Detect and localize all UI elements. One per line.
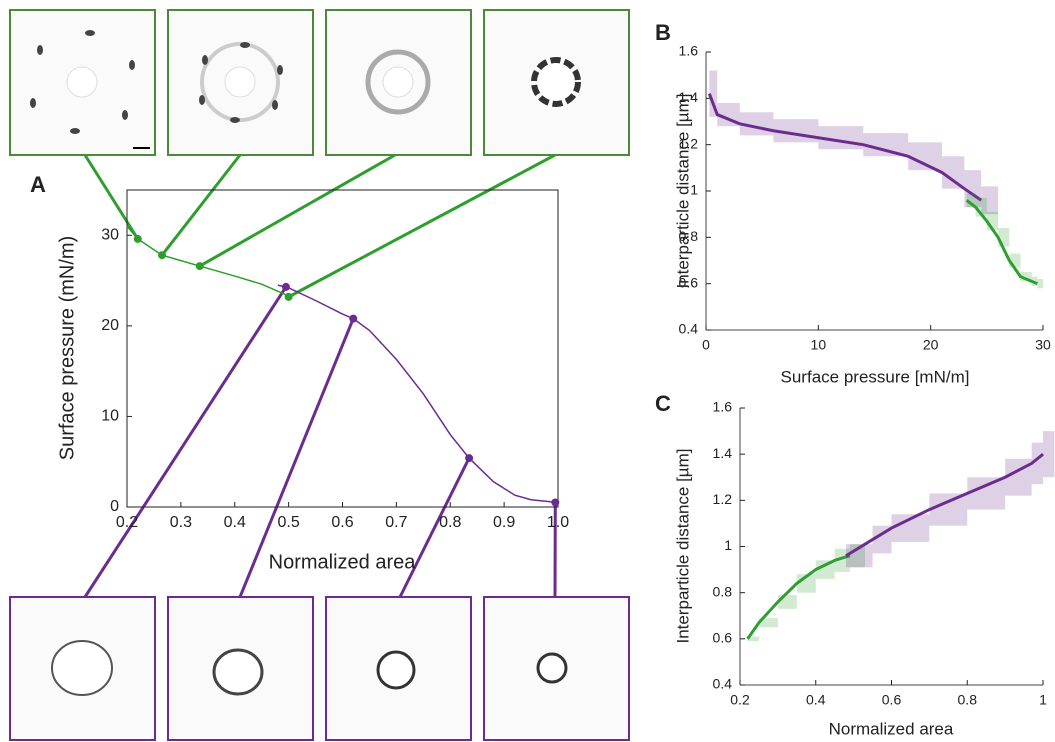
ring <box>536 652 568 684</box>
x-tick-label: 0.9 <box>493 514 515 531</box>
x-tick-label: 30 <box>1035 337 1051 353</box>
confidence-band <box>1031 442 1043 485</box>
panel-label: A <box>30 172 46 197</box>
marker <box>349 314 358 323</box>
x-tick-label: 0 <box>702 337 710 353</box>
ring <box>51 640 113 696</box>
confidence-band <box>981 186 999 215</box>
y-axis-label: Interparticle distance [µm] <box>673 94 692 289</box>
x-tick-label: 0.8 <box>958 692 978 708</box>
y-axis-label: Interparticle distance [µm] <box>673 449 692 644</box>
x-axis-label: Surface pressure [mN/m] <box>781 367 970 386</box>
beam-stop <box>224 66 256 98</box>
confidence-band <box>747 636 759 642</box>
confidence-band <box>986 211 999 231</box>
x-tick-label: 20 <box>923 337 939 353</box>
x-tick-label: 1 <box>1039 692 1047 708</box>
y-tick-label: 1.6 <box>713 399 733 415</box>
x-axis-label: Normalized area <box>269 551 417 573</box>
y-tick-label: 0.8 <box>679 228 699 244</box>
y-tick-label: 10 <box>101 408 119 425</box>
marker <box>281 282 290 291</box>
bottom-thumbnails <box>9 596 630 741</box>
y-tick-label: 1.2 <box>679 135 699 151</box>
y-tick-label: 0.6 <box>713 630 733 646</box>
connector <box>238 318 355 598</box>
data-line <box>845 453 1044 558</box>
x-tick-label: 0.6 <box>331 514 353 531</box>
confidence-band <box>967 477 1006 510</box>
y-tick-label: 30 <box>101 227 119 244</box>
y-tick-label: 1.4 <box>713 445 733 461</box>
x-tick-label: 0.7 <box>385 514 407 531</box>
confidence-band <box>975 197 987 217</box>
confidence-band <box>1043 431 1055 478</box>
data-line <box>707 93 983 202</box>
y-axis-label: Surface pressure (mN/m) <box>56 236 78 461</box>
connector <box>198 153 396 268</box>
x-tick-label: 0.8 <box>439 514 461 531</box>
x-tick-label: 0.2 <box>730 692 750 708</box>
data-line <box>277 284 559 504</box>
x-tick-label: 0.4 <box>806 692 826 708</box>
ring <box>365 49 431 115</box>
confidence-band <box>941 156 965 189</box>
confidence-band <box>709 70 718 117</box>
x-tick-label: 0.5 <box>278 514 300 531</box>
x-tick-label: 0.4 <box>224 514 246 531</box>
x-tick-label: 0.3 <box>170 514 192 531</box>
spots <box>30 30 135 134</box>
y-tick-label: 0 <box>110 498 119 515</box>
confidence-band <box>758 618 778 628</box>
top-thumbnails <box>9 9 630 156</box>
marker <box>551 498 560 507</box>
connector <box>83 154 140 240</box>
y-tick-label: 1 <box>724 537 732 553</box>
y-tick-label: 0.6 <box>679 274 699 290</box>
ring <box>531 57 581 107</box>
confidence-band <box>863 133 909 157</box>
confidence-band <box>998 228 1010 247</box>
y-tick-label: 20 <box>101 317 119 334</box>
connector <box>83 286 288 598</box>
marker <box>195 262 204 271</box>
x-tick-label: 0.6 <box>882 692 902 708</box>
x-axis-label: Normalized area <box>829 719 954 738</box>
y-tick-label: 0.4 <box>679 321 699 337</box>
marker <box>158 251 167 260</box>
beam-stop <box>66 66 98 98</box>
marker <box>284 292 293 301</box>
confidence-band <box>929 493 968 526</box>
confidence-band <box>1020 272 1032 282</box>
confidence-band <box>966 193 976 208</box>
connector <box>287 153 556 299</box>
y-tick-label: 1 <box>690 182 698 198</box>
ring <box>376 650 416 690</box>
y-tick-label: 1.4 <box>679 89 699 105</box>
x-tick-label: 10 <box>811 337 827 353</box>
confidence-band <box>1037 279 1043 289</box>
x-tick-label: 1.0 <box>547 514 569 531</box>
data-line <box>126 225 289 297</box>
y-tick-label: 0.4 <box>713 676 733 692</box>
x-tick-label: 0.2 <box>116 514 138 531</box>
data-line <box>965 199 1038 286</box>
beam-stop <box>382 66 414 98</box>
y-tick-label: 0.8 <box>713 583 733 599</box>
connector <box>398 457 471 598</box>
y-tick-label: 1.6 <box>679 43 699 59</box>
connector <box>160 154 242 257</box>
y-tick-label: 1.2 <box>713 491 733 507</box>
panel-label: B <box>655 20 671 45</box>
confidence-band <box>815 560 835 579</box>
panel-label: C <box>655 391 671 416</box>
marker <box>465 454 474 463</box>
confidence-band <box>1009 253 1021 268</box>
ring <box>212 648 264 696</box>
marker <box>133 234 142 243</box>
data-line <box>746 554 851 640</box>
